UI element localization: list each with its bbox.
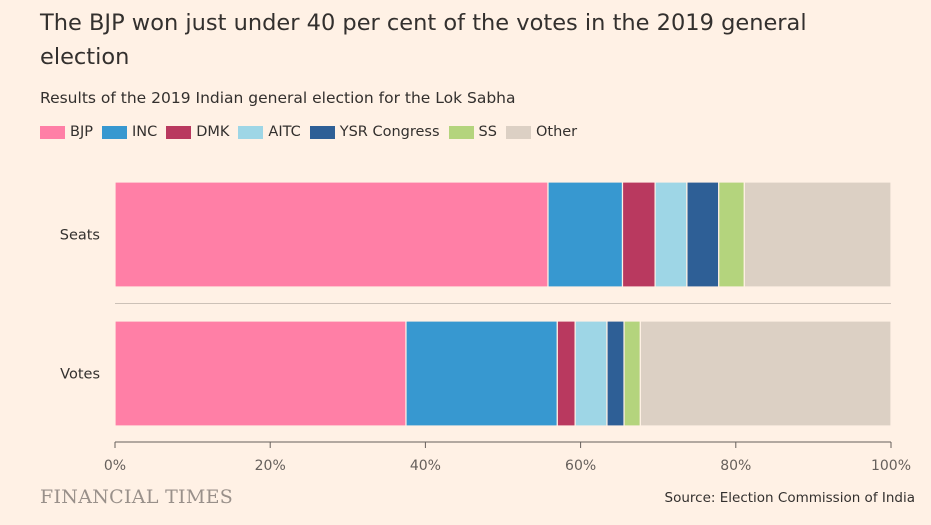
bar-votes-inc bbox=[405, 320, 558, 427]
legend-label-ss: SS bbox=[478, 124, 497, 140]
bar-seats-inc bbox=[547, 181, 624, 288]
bar-seats-ysr-congress bbox=[686, 181, 720, 288]
chart-subtitle: Results of the 2019 Indian general elect… bbox=[40, 89, 516, 107]
x-tick-label: 80% bbox=[720, 458, 751, 474]
bar-seats-aitc bbox=[654, 181, 688, 288]
legend-item-ss: SS bbox=[448, 124, 497, 140]
bar-votes-other bbox=[639, 320, 892, 427]
legend-label-ysr-congress: YSR Congress bbox=[339, 124, 440, 140]
x-tick-label: 60% bbox=[565, 458, 596, 474]
legend-swatch-ysr-congress bbox=[309, 125, 335, 139]
bar-votes-bjp bbox=[114, 320, 407, 427]
legend: BJP INC DMK AITC YSR Congress SS Other bbox=[40, 124, 586, 140]
legend-label-bjp: BJP bbox=[70, 124, 93, 140]
bar-seats-bjp bbox=[114, 181, 549, 288]
bar-seats-dmk bbox=[621, 181, 656, 288]
legend-label-aitc: AITC bbox=[268, 124, 301, 140]
legend-swatch-dmk bbox=[166, 125, 192, 139]
legend-item-other: Other bbox=[505, 124, 578, 140]
legend-swatch-other bbox=[505, 125, 531, 139]
legend-item-ysr-congress: YSR Congress bbox=[309, 124, 440, 140]
bar-votes-ss bbox=[623, 320, 641, 427]
legend-label-inc: INC bbox=[131, 124, 158, 140]
category-label-votes: Votes bbox=[60, 367, 100, 383]
legend-swatch-inc bbox=[101, 125, 127, 139]
legend-item-aitc: AITC bbox=[238, 124, 301, 140]
source-note: Source: Election Commission of India bbox=[664, 490, 915, 506]
legend-label-other: Other bbox=[535, 124, 578, 140]
bar-seats-ss bbox=[718, 181, 745, 288]
x-tick-label: 100% bbox=[871, 458, 911, 474]
legend-swatch-aitc bbox=[238, 125, 264, 139]
bar-votes-dmk bbox=[556, 320, 576, 427]
bar-votes-aitc bbox=[574, 320, 608, 427]
x-tick-label: 20% bbox=[255, 458, 286, 474]
category-label-seats: Seats bbox=[60, 228, 100, 244]
legend-item-bjp: BJP bbox=[40, 124, 93, 140]
stacked-bar-chart: Seats Votes 0% 20% 40% 60% 80% 100% bbox=[60, 181, 911, 474]
x-tick-label: 40% bbox=[410, 458, 441, 474]
bar-seats-other bbox=[743, 181, 892, 288]
chart-title: The BJP won just under 40 per cent of th… bbox=[40, 10, 807, 70]
legend-label-dmk: DMK bbox=[196, 124, 230, 140]
legend-swatch-ss bbox=[448, 125, 474, 139]
legend-item-dmk: DMK bbox=[166, 124, 229, 140]
ft-logo: FINANCIAL TIMES bbox=[40, 486, 234, 508]
bar-votes-ysr-congress bbox=[606, 320, 625, 427]
legend-item-inc: INC bbox=[101, 124, 158, 140]
x-tick-label: 0% bbox=[104, 458, 126, 474]
legend-swatch-bjp bbox=[40, 125, 65, 139]
